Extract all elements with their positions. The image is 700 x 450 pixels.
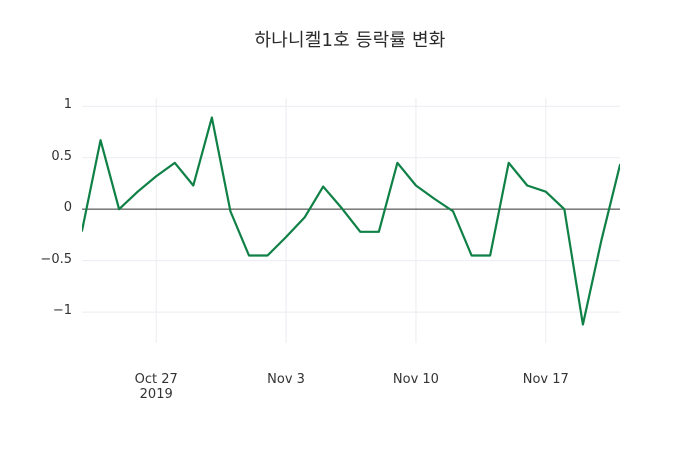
y-tick-label: 0.5 bbox=[51, 148, 72, 164]
y-tick-label: 1 bbox=[63, 97, 72, 113]
plot-area bbox=[82, 98, 620, 343]
x-tick-label: Nov 10 bbox=[392, 372, 439, 387]
data-series-line bbox=[82, 116, 620, 326]
x-tick-label: Oct 27 2019 bbox=[134, 372, 178, 402]
y-axis-tick-labels: 1 0.5 0 −0.5 −1 bbox=[28, 0, 72, 450]
horizontal-gridlines bbox=[82, 105, 620, 313]
y-tick-label: 0 bbox=[63, 200, 72, 216]
x-tick-label: Nov 17 bbox=[522, 372, 569, 387]
y-tick-label: −0.5 bbox=[40, 251, 72, 267]
line-chart-svg bbox=[82, 98, 620, 343]
vertical-gridlines bbox=[155, 98, 547, 343]
y-tick-label: −1 bbox=[52, 303, 72, 319]
x-tick-label: Nov 3 bbox=[267, 372, 305, 387]
chart-title: 하나니켈1호 등락률 변화 bbox=[254, 30, 446, 51]
